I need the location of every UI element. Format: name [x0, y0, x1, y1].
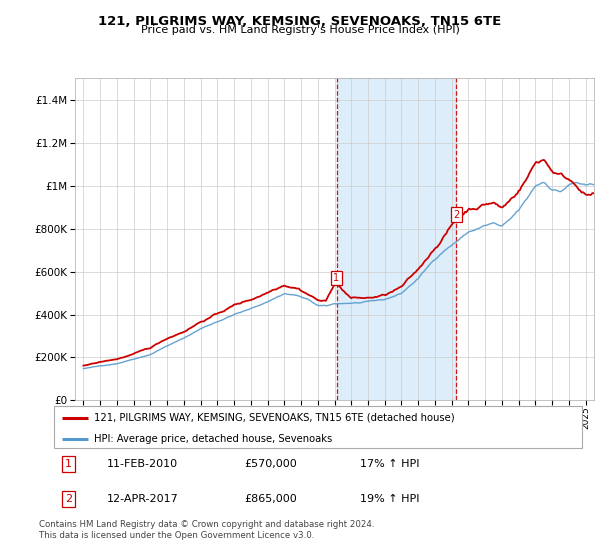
FancyBboxPatch shape	[54, 406, 582, 448]
Text: Contains HM Land Registry data © Crown copyright and database right 2024.
This d: Contains HM Land Registry data © Crown c…	[39, 520, 374, 540]
Bar	[337, 78, 457, 400]
Text: Price paid vs. HM Land Registry's House Price Index (HPI): Price paid vs. HM Land Registry's House …	[140, 25, 460, 35]
Text: 19% ↑ HPI: 19% ↑ HPI	[360, 494, 420, 504]
Text: 2: 2	[65, 494, 73, 504]
Text: 2: 2	[453, 209, 460, 220]
Text: 11-FEB-2010: 11-FEB-2010	[107, 459, 178, 469]
Text: 1: 1	[334, 273, 340, 283]
Text: £865,000: £865,000	[244, 494, 297, 504]
Text: HPI: Average price, detached house, Sevenoaks: HPI: Average price, detached house, Seve…	[94, 434, 332, 444]
Text: £570,000: £570,000	[244, 459, 297, 469]
Text: 1: 1	[65, 459, 72, 469]
Text: 12-APR-2017: 12-APR-2017	[107, 494, 179, 504]
Text: 121, PILGRIMS WAY, KEMSING, SEVENOAKS, TN15 6TE: 121, PILGRIMS WAY, KEMSING, SEVENOAKS, T…	[98, 15, 502, 27]
Text: 121, PILGRIMS WAY, KEMSING, SEVENOAKS, TN15 6TE (detached house): 121, PILGRIMS WAY, KEMSING, SEVENOAKS, T…	[94, 413, 454, 423]
Text: 17% ↑ HPI: 17% ↑ HPI	[360, 459, 420, 469]
